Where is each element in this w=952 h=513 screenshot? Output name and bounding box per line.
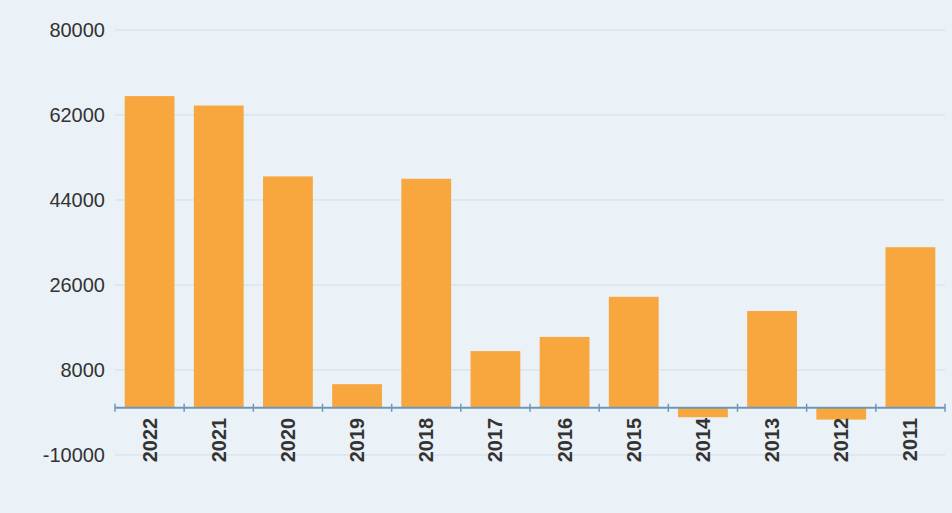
x-tick-label: 2021 bbox=[208, 418, 230, 463]
x-tick bbox=[253, 404, 255, 412]
x-tick-label: 2022 bbox=[139, 418, 161, 463]
x-tick bbox=[183, 404, 185, 412]
x-tick-label: 2017 bbox=[484, 418, 506, 463]
x-tick-label: 2012 bbox=[830, 418, 852, 463]
y-tick-label: 26000 bbox=[49, 274, 105, 296]
bar bbox=[747, 311, 797, 408]
x-tick-label: 2015 bbox=[623, 418, 645, 463]
x-tick-label: 2016 bbox=[554, 418, 576, 463]
grid-line bbox=[115, 30, 945, 31]
y-tick-label: 44000 bbox=[49, 189, 105, 211]
x-tick bbox=[806, 404, 808, 412]
x-tick-label: 2018 bbox=[415, 418, 437, 463]
y-tick-label: 80000 bbox=[49, 19, 105, 41]
chart: -10000 8000 26000 44000 62000 80000 2022 2021 20… bbox=[0, 0, 952, 513]
x-tick bbox=[391, 404, 393, 412]
x-tick bbox=[737, 404, 739, 412]
bar bbox=[471, 351, 521, 408]
x-tick bbox=[668, 404, 670, 412]
bar bbox=[886, 247, 936, 408]
x-tick bbox=[529, 404, 531, 412]
x-tick bbox=[322, 404, 324, 412]
x-tick bbox=[114, 404, 116, 412]
x-tick-label: 2019 bbox=[346, 418, 368, 463]
y-tick-label: 8000 bbox=[61, 359, 106, 381]
x-tick-label: 2020 bbox=[277, 418, 299, 463]
bar bbox=[678, 408, 728, 417]
x-tick-label: 2013 bbox=[761, 418, 783, 463]
x-tick bbox=[944, 404, 946, 412]
bar bbox=[609, 297, 659, 408]
bar bbox=[194, 106, 244, 408]
y-tick-label: 62000 bbox=[49, 104, 105, 126]
x-tick bbox=[460, 404, 462, 412]
bars bbox=[125, 96, 936, 419]
x-tick-label: 2014 bbox=[692, 417, 714, 462]
bar bbox=[125, 96, 175, 408]
bar bbox=[540, 337, 590, 408]
bar bbox=[263, 176, 313, 407]
x-tick bbox=[598, 404, 600, 412]
bar bbox=[401, 179, 451, 408]
x-tick bbox=[875, 404, 877, 412]
background bbox=[0, 0, 952, 513]
y-tick-label: -10000 bbox=[43, 444, 105, 466]
grid-line bbox=[115, 455, 945, 456]
chart-container: -10000 8000 26000 44000 62000 80000 2022 2021 20… bbox=[0, 0, 952, 513]
bar bbox=[332, 384, 382, 408]
x-tick-label: 2011 bbox=[899, 418, 921, 461]
